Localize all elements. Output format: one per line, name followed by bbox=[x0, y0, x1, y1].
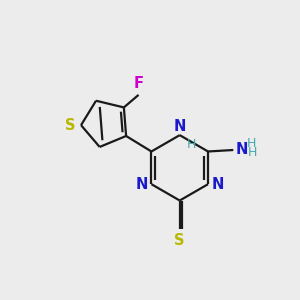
Text: F: F bbox=[134, 76, 144, 91]
Text: H: H bbox=[247, 137, 256, 150]
Text: H: H bbox=[187, 137, 196, 151]
Text: N: N bbox=[173, 119, 186, 134]
Text: S: S bbox=[65, 118, 76, 133]
Text: H: H bbox=[247, 146, 256, 160]
Text: N: N bbox=[136, 177, 148, 192]
Text: S: S bbox=[175, 232, 185, 247]
Text: N: N bbox=[236, 142, 248, 157]
Text: N: N bbox=[212, 177, 224, 192]
